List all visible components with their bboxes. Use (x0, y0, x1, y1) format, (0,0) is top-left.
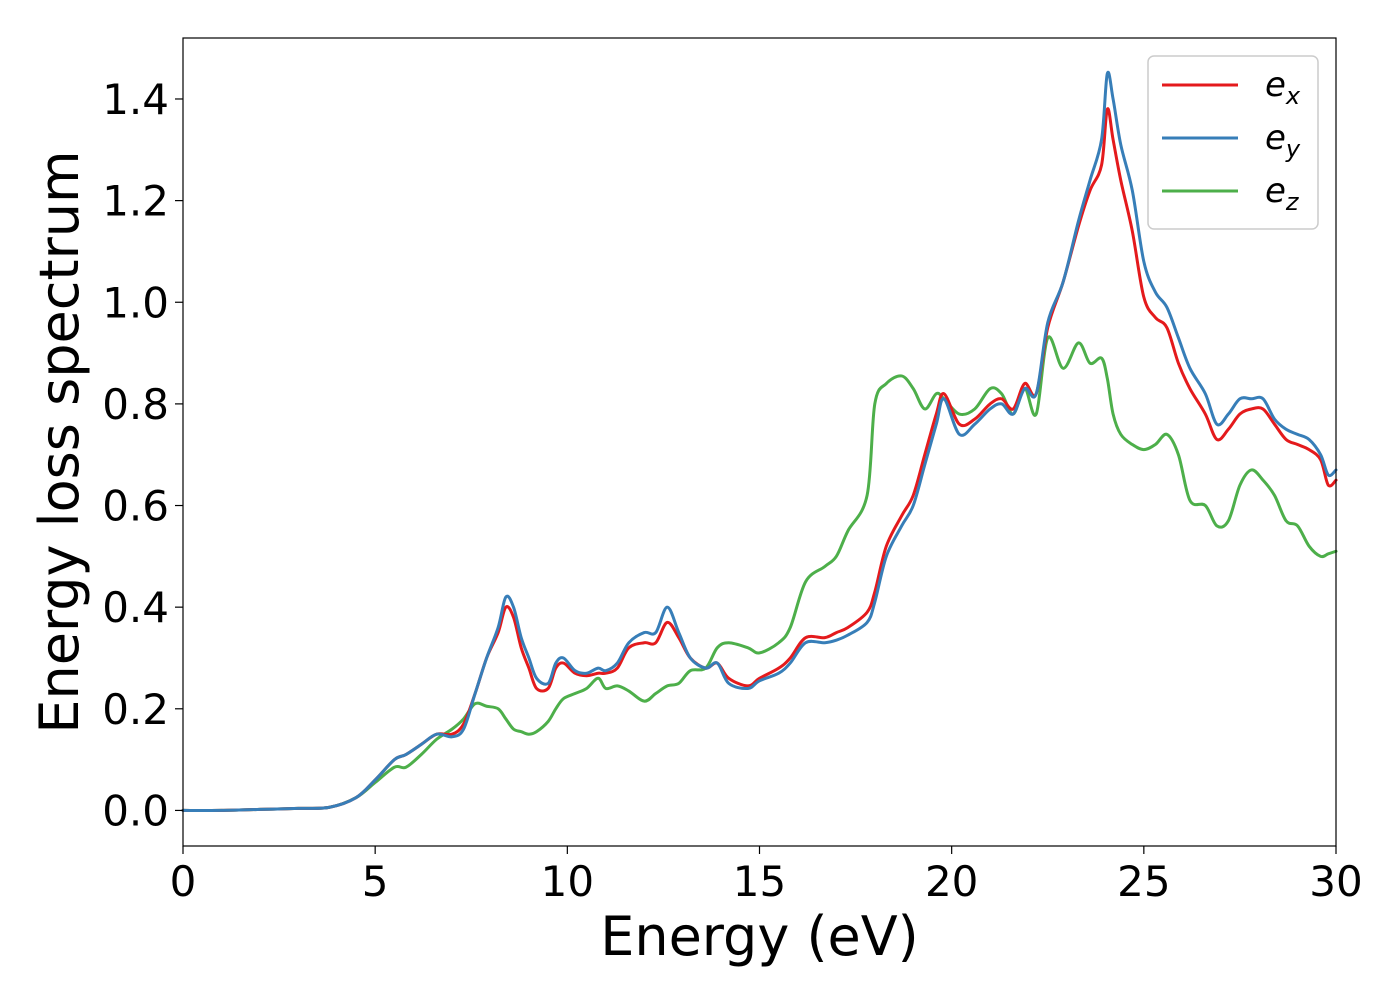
y-axis-title: Energy loss spectrum (28, 150, 91, 733)
x-axis: 0 5 10 15 20 25 30 (170, 846, 1363, 906)
legend-frame (1147, 55, 1319, 230)
series-layer (181, 70, 1338, 813)
y-tick-label: 1.0 (102, 278, 169, 327)
x-tick-label: 0 (170, 857, 197, 906)
y-tick-label: 0.4 (102, 583, 169, 632)
x-axis-title: Energy (eV) (600, 905, 919, 968)
x-tick-label: 10 (541, 857, 594, 906)
x-tick-label: 5 (362, 857, 389, 906)
x-tick-label: 20 (925, 857, 978, 906)
legend-label-z: ez (1265, 171, 1300, 216)
y-tick-label: 0.6 (102, 482, 169, 531)
y-tick-label: 1.2 (102, 177, 169, 226)
legend-label-x: ex (1265, 65, 1301, 110)
x-tick-label: 15 (733, 857, 786, 906)
plot-background (183, 38, 1336, 846)
y-tick-label: 0.2 (102, 685, 169, 734)
y-tick-label: 0.0 (102, 786, 169, 835)
x-tick-label: 25 (1117, 857, 1170, 906)
y-axis: 0.0 0.2 0.4 0.6 0.8 1.0 1.2 1.4 (102, 75, 183, 835)
y-tick-label: 0.8 (102, 380, 169, 429)
legend: ex ey ez (1147, 55, 1319, 230)
x-tick-label: 30 (1309, 857, 1362, 906)
series-line-z (181, 335, 1338, 813)
y-tick-label: 1.4 (102, 75, 169, 124)
series-line-y (181, 70, 1338, 813)
legend-label-y: ey (1265, 118, 1301, 163)
